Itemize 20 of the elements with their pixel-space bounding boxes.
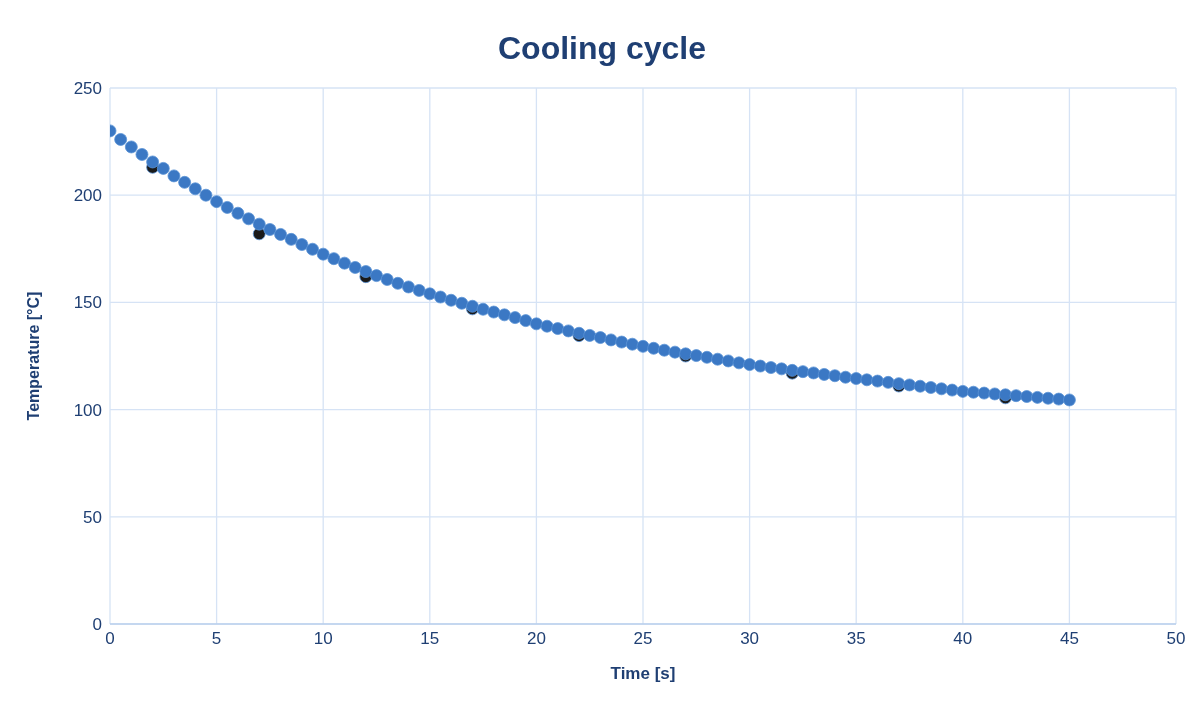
y-tick-label: 150 bbox=[73, 293, 102, 313]
x-tick-label: 15 bbox=[420, 629, 440, 649]
x-tick-label: 40 bbox=[953, 629, 973, 649]
x-tick-label: 30 bbox=[740, 629, 760, 649]
x-tick-label: 35 bbox=[846, 629, 866, 649]
x-axis-title: Time [s] bbox=[610, 664, 676, 683]
x-tick-label: 10 bbox=[313, 629, 333, 649]
x-tick-label: 45 bbox=[1059, 629, 1079, 649]
y-tick-label: 250 bbox=[73, 79, 102, 99]
y-tick-label: 50 bbox=[83, 507, 102, 527]
x-tick-label: 50 bbox=[1166, 629, 1186, 649]
x-tick-label: 25 bbox=[633, 629, 653, 649]
chart-title: Cooling cycle bbox=[496, 29, 707, 68]
y-axis-title: Temperature [°C] bbox=[24, 291, 42, 421]
x-tick-label: 20 bbox=[526, 629, 546, 649]
x-tick-label: 5 bbox=[211, 629, 222, 649]
y-tick-label: 200 bbox=[73, 186, 102, 206]
y-tick-label: 100 bbox=[73, 400, 102, 420]
y-tick-label: 0 bbox=[92, 615, 102, 635]
x-tick-label: 0 bbox=[105, 629, 115, 649]
